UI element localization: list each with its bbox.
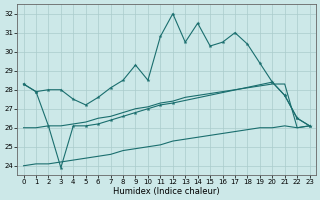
X-axis label: Humidex (Indice chaleur): Humidex (Indice chaleur) [113, 187, 220, 196]
